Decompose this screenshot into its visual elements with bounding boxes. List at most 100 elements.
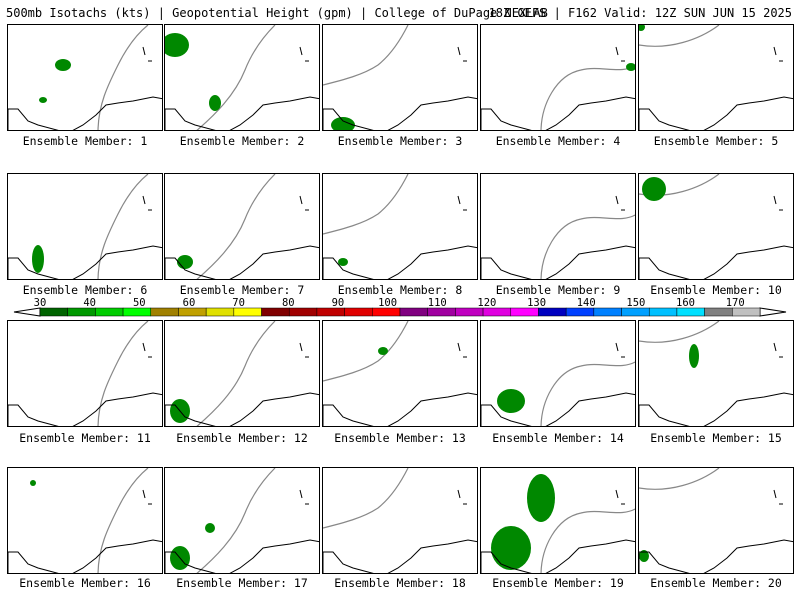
lake-outline <box>615 342 625 358</box>
ensemble-map-panel <box>7 24 163 131</box>
ensemble-member-label: Ensemble Member: 8 <box>337 283 463 297</box>
colorbar-swatch <box>704 307 733 317</box>
lake-outline <box>299 195 309 211</box>
coastline <box>8 245 162 279</box>
map-canvas <box>8 468 162 573</box>
geopotential-height-contour <box>639 25 720 47</box>
ensemble-map-panel <box>480 24 636 131</box>
geopotential-height-contour <box>323 25 409 86</box>
lake-outline <box>299 489 309 505</box>
geopotential-height-contour <box>196 174 276 279</box>
coastline <box>8 392 162 426</box>
colorbar-tick-label: 100 <box>378 297 397 309</box>
coastline <box>639 96 793 130</box>
coastline <box>323 539 477 573</box>
colorbar-swatch <box>67 307 96 317</box>
map-canvas <box>8 174 162 279</box>
isotach-area <box>32 245 44 273</box>
geopotential-height-contour <box>323 174 409 235</box>
colorbar-swatch <box>538 307 567 317</box>
ensemble-member-label: Ensemble Member: 2 <box>179 134 305 148</box>
colorbar-swatch <box>399 307 428 317</box>
isotach-color-scale: 30 40 50 60 70 80 90 100 110 120 130 140 150 160 170 <box>13 297 787 317</box>
colorbar-swatch <box>510 307 539 317</box>
colorbar-swatch <box>427 307 456 317</box>
map-canvas <box>165 468 319 573</box>
geopotential-height-contour <box>639 468 720 490</box>
map-canvas <box>639 468 793 573</box>
ensemble-map-panel <box>638 173 794 280</box>
lake-outline <box>615 46 625 62</box>
colorbar-swatch <box>372 307 401 317</box>
ensemble-member-label: Ensemble Member: 17 <box>176 576 308 590</box>
geopotential-height-contour <box>323 468 409 529</box>
geopotential-height-contour <box>639 321 720 343</box>
ensemble-member-label: Ensemble Member: 3 <box>337 134 463 148</box>
ensemble-map-panel <box>480 320 636 427</box>
colorbar-swatch <box>621 307 650 317</box>
colorbar-swatch <box>205 307 235 317</box>
colorbar-tick-label: 120 <box>477 297 496 309</box>
colorbar-tick-label: 70 <box>232 297 245 309</box>
header-title: 500mb Isotachs (kts) | Geopotential Heig… <box>6 6 548 20</box>
ensemble-member-label: Ensemble Member: 9 <box>495 283 621 297</box>
map-canvas <box>323 468 477 573</box>
isotach-area <box>39 97 47 103</box>
geopotential-height-contour <box>97 321 149 426</box>
ensemble-member-label: Ensemble Member: 10 <box>650 283 782 297</box>
colorbar-tick-label: 170 <box>726 297 745 309</box>
lake-outline <box>457 46 467 62</box>
map-canvas <box>481 195 635 279</box>
colorbar-tick-label: 40 <box>83 297 96 309</box>
ensemble-map-panel <box>164 24 320 131</box>
ensemble-map-panel <box>164 467 320 574</box>
map-canvas <box>165 25 319 130</box>
isotach-area <box>497 389 525 413</box>
coastline <box>323 392 477 426</box>
coastline <box>639 392 793 426</box>
isotach-area <box>209 95 221 111</box>
geopotential-height-contour <box>540 361 635 426</box>
lake-outline <box>299 342 309 358</box>
lake-outline <box>457 489 467 505</box>
map-canvas <box>323 25 477 130</box>
isotach-area <box>639 550 649 562</box>
ensemble-member-label: Ensemble Member: 1 <box>22 134 148 148</box>
lake-outline <box>299 46 309 62</box>
map-canvas <box>639 174 793 279</box>
colorbar-swatch <box>593 307 622 317</box>
map-canvas <box>639 321 793 426</box>
geopotential-height-contour <box>540 508 635 573</box>
ensemble-member-label: Ensemble Member: 13 <box>334 431 466 445</box>
geopotential-height-contour <box>196 25 276 130</box>
colorbar-tick-label: 110 <box>428 297 447 309</box>
isotach-area <box>165 33 189 57</box>
coastline <box>323 96 477 130</box>
ensemble-map-panel <box>638 24 794 131</box>
colorbar-swatch <box>344 307 373 317</box>
ensemble-map-panel <box>164 320 320 427</box>
lake-outline <box>773 195 783 211</box>
lake-outline <box>773 46 783 62</box>
coastline <box>481 539 635 573</box>
lake-outline <box>142 342 152 358</box>
coastline <box>165 539 319 573</box>
ensemble-member-label: Ensemble Member: 20 <box>650 576 782 590</box>
isotach-area <box>626 63 635 71</box>
coastline <box>639 539 793 573</box>
lake-outline <box>615 489 625 505</box>
isotach-area <box>491 526 531 570</box>
colorbar-tick-label: 80 <box>282 297 295 309</box>
coastline <box>165 392 319 426</box>
colorbar-tick-label: 90 <box>332 297 345 309</box>
coastline <box>8 96 162 130</box>
lake-outline <box>142 195 152 211</box>
ensemble-member-label: Ensemble Member: 19 <box>492 576 624 590</box>
map-canvas <box>481 474 635 573</box>
geopotential-height-contour <box>97 468 149 573</box>
isotach-area <box>30 480 36 486</box>
colorbar-swatch <box>732 307 761 317</box>
ensemble-map-panel <box>7 467 163 574</box>
colorbar-tick-label: 30 <box>34 297 47 309</box>
ensemble-member-label: Ensemble Member: 15 <box>650 431 782 445</box>
